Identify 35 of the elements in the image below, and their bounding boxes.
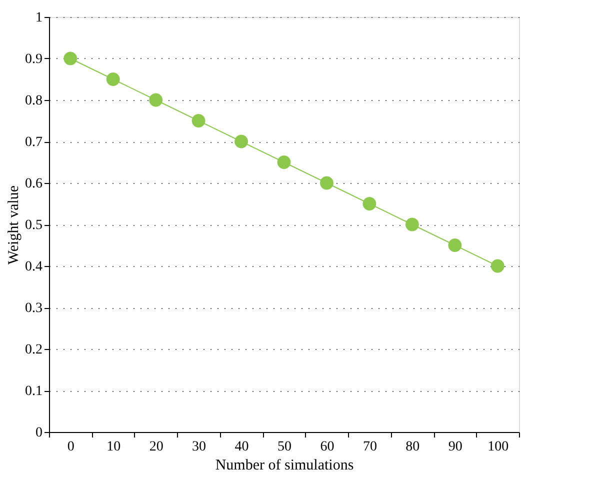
- point: [277, 156, 291, 169]
- point: [490, 259, 504, 273]
- x-tick-label: 80: [406, 440, 420, 454]
- point: [64, 52, 78, 66]
- x-tick-label: 10: [106, 440, 121, 454]
- y-tick-label: 0: [36, 426, 42, 440]
- x-tick-label: 50: [278, 440, 292, 454]
- x-tick-label: 40: [234, 440, 249, 454]
- y-tick-label: 0.1: [25, 384, 42, 399]
- y-tick-label: 0.9: [25, 52, 42, 67]
- y-tick-label: 1: [36, 10, 42, 26]
- x-tick-label: 30: [192, 440, 206, 454]
- x-axis-title: Number of simulations: [215, 458, 354, 474]
- y-tick-label: 0.4: [25, 260, 42, 274]
- x-tick-label: 90: [448, 440, 462, 454]
- point: [405, 218, 419, 232]
- x-tick-label: 20: [149, 440, 164, 454]
- y-tick-label: 0.5: [25, 218, 42, 233]
- x-tick-label: 100: [488, 440, 509, 454]
- y-tick-label: 0.6: [25, 176, 42, 192]
- x-tick-label: 0: [67, 440, 74, 454]
- point: [106, 72, 120, 86]
- x-tick-label: 70: [362, 440, 377, 454]
- y-tick-label: 0.7: [25, 135, 42, 150]
- point: [448, 238, 462, 252]
- y-tick-label: 0.3: [25, 301, 42, 316]
- point: [192, 114, 206, 128]
- y-tick-label: 0.2: [25, 342, 42, 358]
- point: [234, 134, 248, 148]
- x-tick-label: 60: [320, 440, 334, 454]
- point: [320, 176, 334, 190]
- point: [362, 197, 376, 210]
- point: [149, 93, 163, 107]
- y-axis-title: Weight value: [6, 185, 22, 265]
- y-tick-label: 0.8: [25, 94, 42, 108]
